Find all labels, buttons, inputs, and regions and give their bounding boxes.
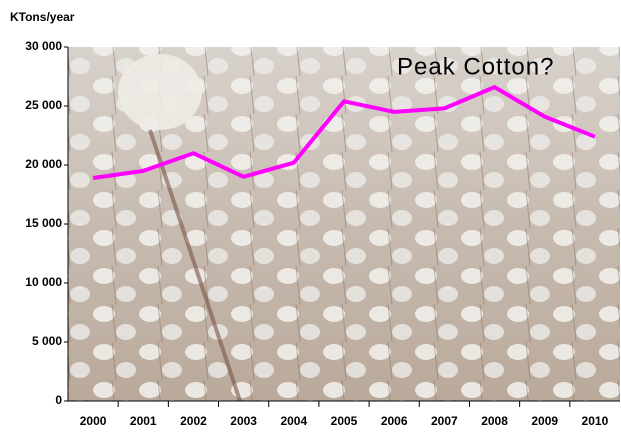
y-tick-label: 15 000	[25, 216, 62, 230]
x-tick-label: 2009	[531, 414, 558, 428]
x-tick-label: 2007	[431, 414, 458, 428]
x-tick-label: 2005	[331, 414, 358, 428]
x-tick-label: 2002	[180, 414, 207, 428]
y-tick-label: 0	[55, 393, 62, 407]
y-tick-label: 30 000	[25, 39, 62, 53]
y-tick-label: 5 000	[32, 334, 62, 348]
x-tick-label: 2000	[80, 414, 107, 428]
x-tick-label: 2004	[280, 414, 307, 428]
y-tick-label: 25 000	[25, 98, 62, 112]
x-tick-label: 2006	[381, 414, 408, 428]
y-tick-label: 10 000	[25, 275, 62, 289]
x-tick-label: 2003	[230, 414, 257, 428]
y-tick-label: 20 000	[25, 157, 62, 171]
x-tick-label: 2008	[481, 414, 508, 428]
x-tick-label: 2010	[582, 414, 609, 428]
annotation: Peak Cotton?	[397, 53, 554, 80]
y-axis-label: KTons/year	[10, 10, 75, 24]
x-tick-label: 2001	[130, 414, 157, 428]
chart: KTons/year Peak Cotton? 0 5 000 10 000 15 0…	[0, 0, 621, 434]
